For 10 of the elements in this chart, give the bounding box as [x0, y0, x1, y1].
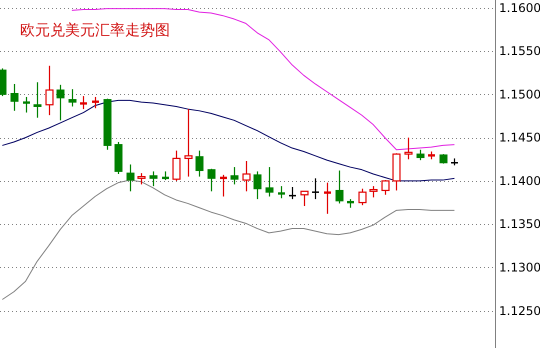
y-tick-label: 1.1550 — [499, 44, 540, 58]
y-tick-label: 1.1250 — [499, 304, 540, 318]
y-tick-label: 1.1300 — [499, 260, 540, 274]
line-series — [2, 100, 455, 182]
y-tick-label: 1.1400 — [499, 174, 540, 188]
y-tick-label: 1.1450 — [499, 130, 540, 145]
y-tick-label: 1.1500 — [499, 87, 540, 102]
text: 欧元兑美元汇率走势图 — [20, 21, 170, 39]
y-tick-label: 1.1350 — [499, 217, 540, 232]
y-tick-label: 1.1600 — [499, 0, 540, 15]
